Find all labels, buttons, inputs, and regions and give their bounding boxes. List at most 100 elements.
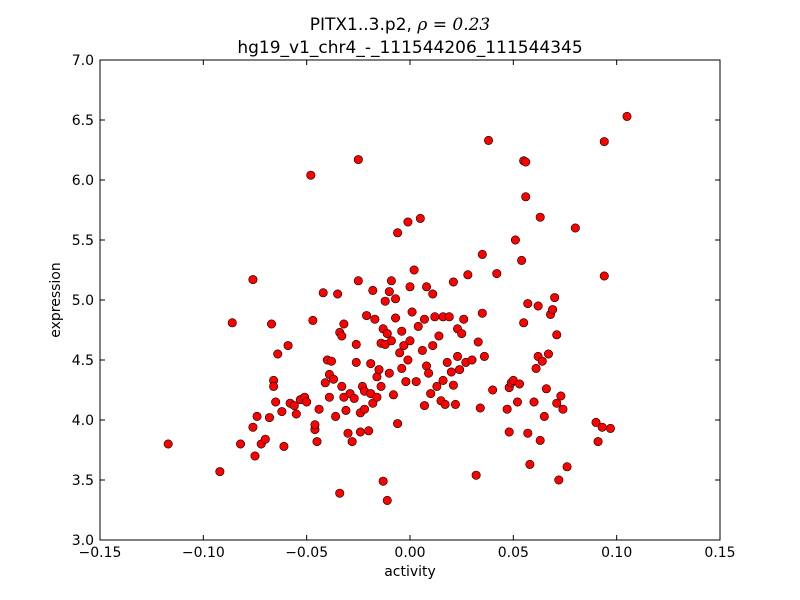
data-point [448,277,458,287]
chart-title-rho: ρ = 0.23 [416,15,490,35]
chart-title: PITX1..3.p2, ρ = 0.23 [310,15,490,35]
data-point [453,351,463,361]
data-point [372,392,382,402]
data-point [308,315,318,325]
data-point [438,375,448,385]
data-point [329,374,339,384]
chart-subtitle: hg19_v1_chr4_-_111544206_111544345 [237,38,582,58]
data-point [341,405,351,415]
data-point [351,357,361,367]
data-point [409,265,419,275]
data-point [455,365,465,375]
data-point [523,299,533,309]
data-point [353,155,363,165]
data-point [477,308,487,318]
data-point [279,441,289,451]
data-point [529,397,539,407]
data-point [531,363,541,373]
data-point [475,403,485,413]
data-point [252,411,262,421]
data-point [450,399,460,409]
data-point [550,293,560,303]
data-point [463,270,473,280]
data-point [355,427,365,437]
data-point [405,336,415,346]
data-point [622,111,632,121]
y-axis-label: expression [48,262,64,338]
y-tick-label: 4.0 [72,413,94,429]
data-point [267,319,277,329]
data-point [428,289,438,299]
data-point [264,413,274,423]
data-point [417,345,427,355]
data-point [444,312,454,322]
data-point [384,287,394,297]
data-point [512,397,522,407]
data-point [376,381,386,391]
data-point [215,467,225,477]
data-point [403,217,413,227]
data-point [248,422,258,432]
data-point [548,305,558,315]
data-point [411,377,421,387]
data-point [378,476,388,486]
data-point [484,135,494,145]
data-point [510,235,520,245]
data-point [333,289,343,299]
data-point [227,318,237,328]
data-point [502,404,512,414]
x-tick-label: 0.00 [394,545,425,561]
data-point [393,419,403,429]
data-point [521,192,531,202]
data-point [415,213,425,223]
data-point [591,417,601,427]
data-point [541,384,551,394]
data-point [515,379,525,389]
data-point [570,223,580,233]
data-point [519,318,529,328]
y-tick-label: 5.5 [72,233,94,249]
data-point [473,337,483,347]
data-point [269,381,279,391]
data-point [552,398,562,408]
data-point [407,307,417,317]
data-point [283,341,293,351]
data-point [291,409,301,419]
data-point [479,351,489,361]
data-point [535,435,545,445]
data-point [289,401,299,411]
y-tick-label: 4.5 [72,353,94,369]
chart-title-prefix: PITX1..3.p2, [310,15,418,35]
data-point [558,404,568,414]
data-point [459,314,469,324]
x-tick-label: 0.05 [498,545,529,561]
data-point [339,319,349,329]
data-point [271,397,281,407]
data-point [517,255,527,265]
y-tick-label: 7.0 [72,53,94,69]
data-point [599,271,609,281]
data-point [533,301,543,311]
y-tick-label: 3.5 [72,473,94,489]
data-point [457,329,467,339]
data-point [599,137,609,147]
data-point [382,495,392,505]
data-point [314,404,324,414]
data-point [163,439,173,449]
data-point [562,462,572,472]
x-tick-label: 0.15 [704,545,735,561]
data-point [597,422,607,432]
data-point [353,276,363,286]
data-point [380,296,390,306]
y-tick-label: 6.5 [72,113,94,129]
data-point [391,294,401,304]
data-point [337,381,347,391]
data-point [419,401,429,411]
data-point [471,470,481,480]
data-point [351,339,361,349]
data-point [306,170,316,180]
data-point [403,355,413,365]
data-point [537,356,547,366]
data-point [426,389,436,399]
x-tick-label: −0.15 [79,545,122,561]
